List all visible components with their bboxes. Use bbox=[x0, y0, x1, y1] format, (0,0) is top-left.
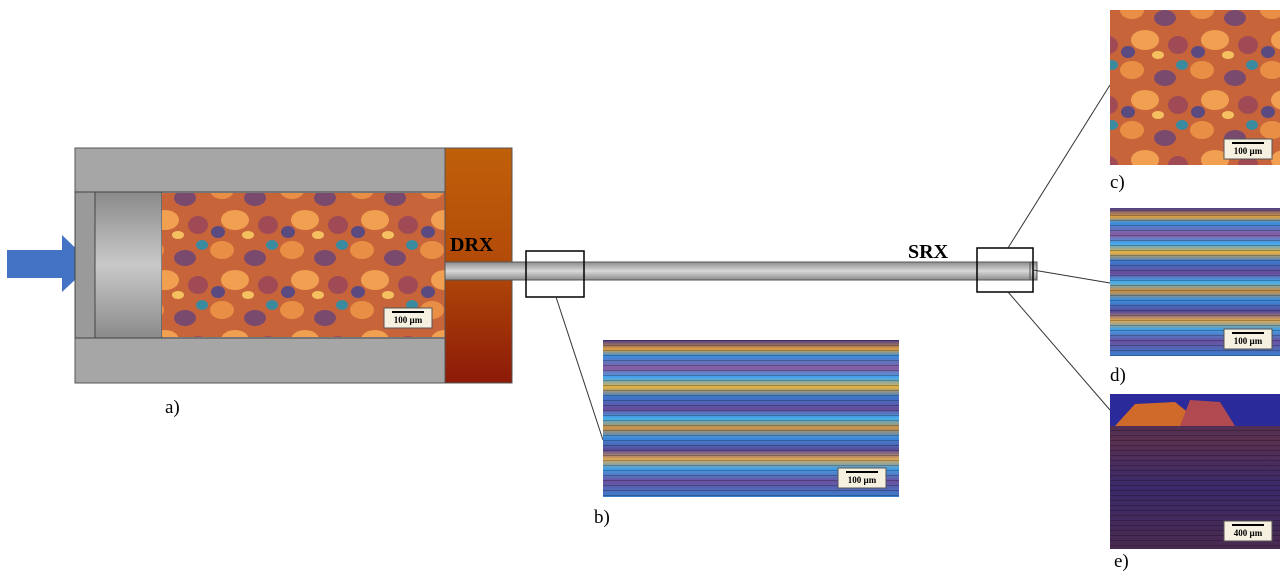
panel-label: d) bbox=[1110, 365, 1126, 386]
scale-label: 100 µm bbox=[848, 475, 877, 485]
panel-label: e) bbox=[1114, 551, 1129, 571]
plate bbox=[75, 192, 95, 338]
scale-label: 100 µm bbox=[1234, 146, 1263, 156]
scale-bar: 100 µm bbox=[1224, 139, 1272, 159]
drx-label: DRX bbox=[450, 234, 494, 256]
connector bbox=[1008, 292, 1110, 410]
scale-label: 100 µm bbox=[394, 315, 423, 325]
panel-label: b) bbox=[594, 507, 610, 528]
scale-bar: 100 µm bbox=[838, 468, 886, 488]
scale-label: 100 µm bbox=[1234, 336, 1263, 346]
scale-bar: 100 µm bbox=[1224, 329, 1272, 349]
scale-label: 400 µm bbox=[1234, 528, 1263, 538]
diagram: 100 µm 100 µm 100 µm 100 µm 400 µm DRX S… bbox=[0, 0, 1282, 571]
ram bbox=[95, 192, 162, 338]
connector bbox=[1008, 85, 1110, 248]
scale-bar: 100 µm bbox=[384, 308, 432, 328]
rod bbox=[445, 262, 1037, 280]
connector bbox=[1033, 270, 1110, 283]
srx-label: SRX bbox=[908, 241, 949, 263]
scale-bar: 400 µm bbox=[1224, 521, 1272, 541]
connector bbox=[556, 297, 603, 440]
panel-label: c) bbox=[1110, 172, 1125, 193]
panel-label: a) bbox=[165, 397, 180, 418]
